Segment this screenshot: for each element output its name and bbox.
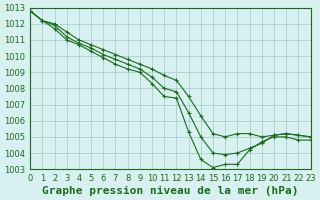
X-axis label: Graphe pression niveau de la mer (hPa): Graphe pression niveau de la mer (hPa) [42,186,299,196]
